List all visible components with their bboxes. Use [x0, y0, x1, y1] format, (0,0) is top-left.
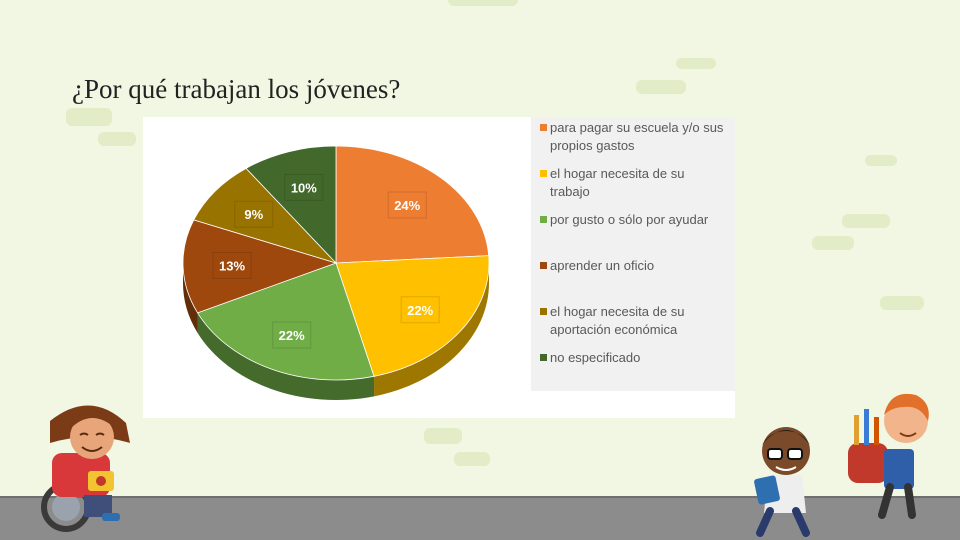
- slide-title: ¿Por qué trabajan los jóvenes?: [72, 74, 401, 104]
- background-dash: [842, 214, 890, 228]
- background-dash: [676, 58, 716, 69]
- background-dash: [812, 236, 854, 250]
- background-dash: [448, 0, 518, 6]
- legend-swatch: [540, 216, 547, 223]
- background-dash: [880, 296, 924, 310]
- legend-item: aprender un oficio: [540, 257, 735, 275]
- legend-item: el hogar necesita de su aportación económ…: [540, 303, 735, 339]
- background-dash: [454, 452, 490, 466]
- legend-swatch: [540, 262, 547, 269]
- legend-label: aportación económica: [550, 322, 678, 337]
- background-dash: [424, 428, 462, 444]
- legend-item: el hogar necesita de su trabajo: [540, 165, 735, 201]
- legend-label: trabajo: [550, 184, 590, 199]
- legend-item: por gusto o sólo por ayudar: [540, 211, 735, 229]
- legend-label: por gusto o sólo por ayudar: [550, 212, 709, 227]
- legend-label: propios gastos: [550, 138, 635, 153]
- legend-label: no especificado: [550, 350, 641, 365]
- kid-backpack-illustration: [848, 393, 929, 519]
- background-dash: [66, 108, 112, 126]
- legend-label: el hogar necesita de su: [550, 304, 685, 319]
- legend-label: aprender un oficio: [550, 258, 655, 273]
- background-dash: [98, 132, 136, 146]
- legend-item: para pagar su escuela y/o sus propios gas…: [540, 119, 735, 155]
- legend-label: para pagar su escuela y/o sus: [550, 120, 724, 135]
- kid-wheelchair-illustration: [41, 405, 130, 532]
- legend-swatch: [540, 124, 547, 131]
- background-dash: [636, 80, 686, 94]
- legend-swatch: [540, 308, 547, 315]
- kid-glasses-illustration: [754, 427, 810, 537]
- legend-label: el hogar necesita de su: [550, 166, 685, 181]
- legend-swatch: [540, 354, 547, 361]
- legend-swatch: [540, 170, 547, 177]
- legend-panel: [531, 117, 735, 391]
- legend-item: no especificado: [540, 349, 735, 367]
- background-dash: [865, 155, 897, 166]
